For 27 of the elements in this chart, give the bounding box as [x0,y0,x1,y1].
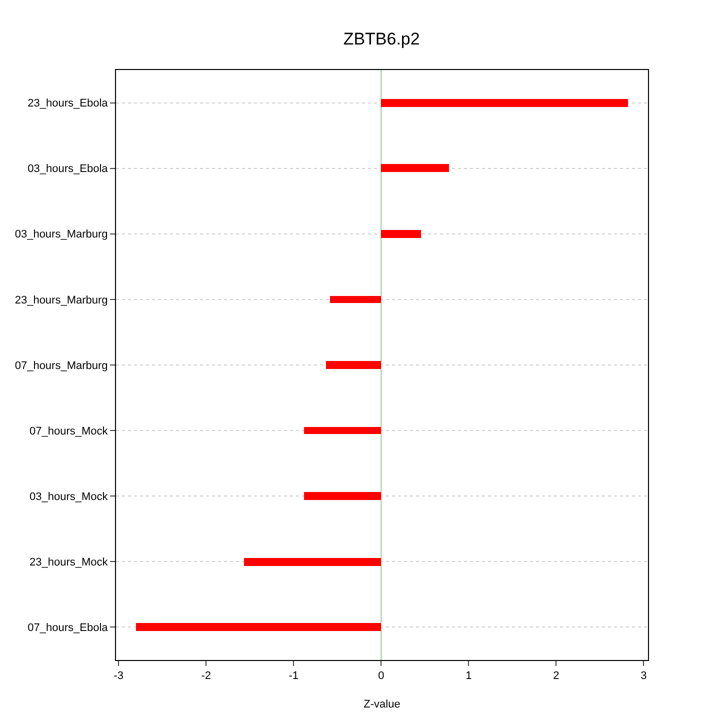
y-tick-label: 23_hours_Mock [30,556,108,569]
x-tick-label: 3 [640,670,647,682]
x-tick-label: -3 [114,670,124,682]
y-tick-label: 03_hours_Marburg [14,228,108,241]
x-tick-label: 0 [378,670,384,682]
y-tick-label: 23_hours_Ebola [28,98,109,110]
bar [136,623,381,631]
y-tick-label: 07_hours_Ebola [28,622,109,634]
y-tick-label: 03_hours_Ebola [28,163,109,176]
bar [304,492,381,500]
bar [381,164,449,172]
y-tick-label: 07_hours_Mock [30,425,108,438]
bar [326,361,381,369]
bar [381,99,628,107]
x-tick-label: -1 [288,670,299,682]
bar [244,558,381,566]
chart-title: ZBTB6.p2 [343,29,420,48]
y-tick-label: 23_hours_Marburg [14,294,108,306]
x-tick-label: 1 [466,670,472,682]
y-tick-label: 03_hours_Mock [30,490,108,503]
bar [304,427,381,434]
bar [381,230,421,238]
x-axis-title: Z-value [364,698,400,710]
y-tick-label: 07_hours_Marburg [14,360,108,372]
x-tick-label: 2 [553,670,560,682]
bar [330,296,381,303]
x-tick-label: -2 [201,670,212,682]
